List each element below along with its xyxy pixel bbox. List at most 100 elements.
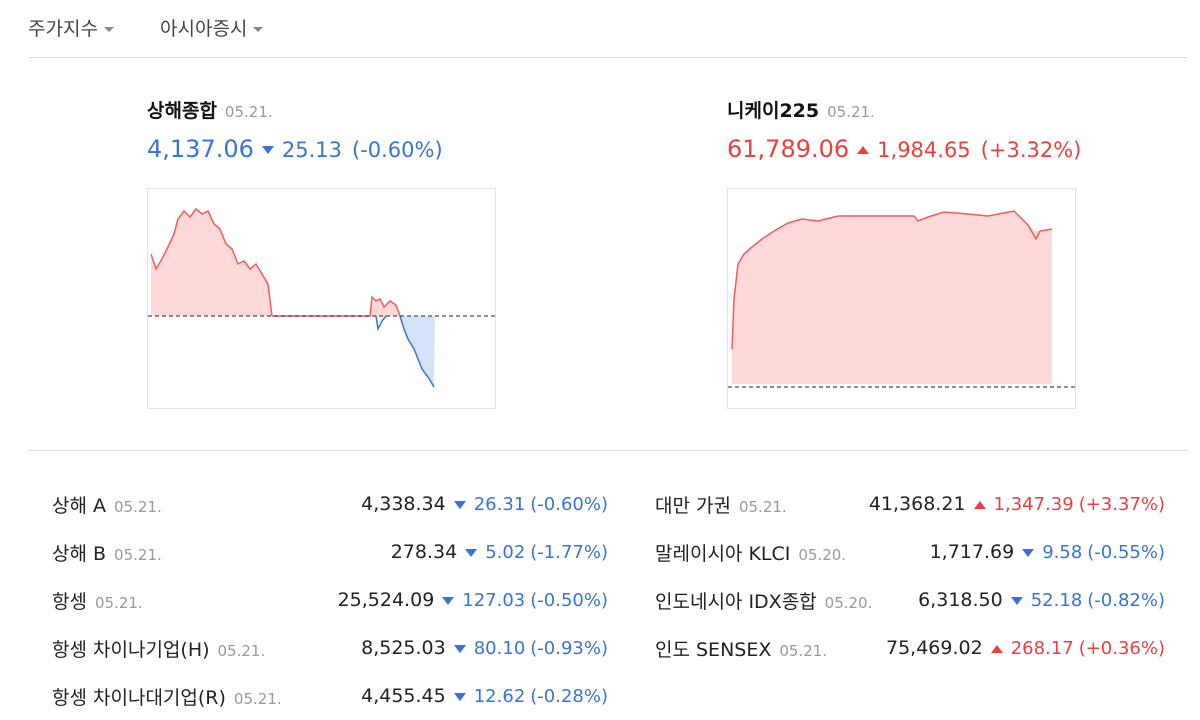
- row-label: 항셍 05.21.: [52, 587, 338, 614]
- index-name: 상해종합: [147, 100, 217, 122]
- index-row[interactable]: 항셍 05.21. 25,524.09 127.03 (-0.50%): [52, 585, 608, 615]
- change-group: 5.02 (-1.77%): [457, 541, 608, 563]
- change-percent: (-0.50%): [530, 590, 608, 611]
- index-row[interactable]: 상해 A 05.21. 4,338.34 26.31 (-0.60%): [52, 489, 608, 519]
- date: 05.21.: [114, 545, 162, 564]
- index-row[interactable]: 항셍 차이나기업(H) 05.21. 8,525.03 80.10 (-0.93%): [52, 633, 608, 663]
- date: 05.21.: [779, 641, 828, 660]
- arrow-up-icon: [857, 146, 870, 154]
- date: 05.21.: [114, 497, 162, 516]
- row-label: 상해 B 05.21.: [52, 539, 391, 566]
- change-group: 1,984.65 (+3.32%): [849, 135, 1081, 163]
- arrow-down-icon: [453, 500, 466, 509]
- divider: [28, 450, 1188, 451]
- index-value: 6,318.50: [918, 589, 1003, 611]
- change: 25.13: [281, 138, 342, 162]
- index-row[interactable]: 말레이시아 KLCI 05.20. 1,717.69 9.58 (-0.55%): [655, 537, 1165, 567]
- card-header: 상해종합 05.21.: [147, 96, 443, 123]
- row-label: 인도네시아 IDX종합 05.20.: [655, 587, 918, 614]
- change-percent: (-0.60%): [352, 138, 443, 162]
- card-header: 니케이225 05.21.: [727, 96, 1081, 123]
- arrow-down-icon: [261, 146, 274, 154]
- row-quote: 4,455.45 12.62 (-0.28%): [361, 685, 608, 707]
- divider: [28, 57, 1188, 58]
- row-quote: 1,717.69 9.58 (-0.55%): [930, 541, 1165, 563]
- index-value: 1,717.69: [929, 541, 1015, 563]
- arrow-down-icon: [1010, 596, 1023, 605]
- sparkline-box: [147, 188, 496, 409]
- change: 26.31: [473, 494, 526, 515]
- index-name: 상해 A: [52, 494, 106, 517]
- change-group: 12.62 (-0.28%): [446, 685, 608, 707]
- change-group: 127.03 (-0.50%): [434, 589, 608, 611]
- change-percent: (-0.60%): [530, 494, 608, 515]
- change-percent: (-0.28%): [530, 686, 608, 707]
- arrow-down-icon: [453, 644, 466, 653]
- arrow-down-icon: [1022, 548, 1035, 557]
- change: 1,984.65: [877, 138, 971, 162]
- index-value: 41,368.21: [868, 493, 966, 515]
- change: 52.18: [1030, 590, 1083, 611]
- date: 05.20.: [798, 545, 847, 564]
- index-card[interactable]: 니케이225 05.21. 61,789.06 1,984.65 (+3.32%): [727, 96, 1081, 163]
- row-label: 항셍 차이나대기업(R) 05.21.: [52, 683, 361, 710]
- change-group: 268.17 (+0.36%): [983, 637, 1165, 659]
- change-percent: (-0.82%): [1087, 590, 1165, 611]
- index-name: 대만 가권: [655, 494, 731, 517]
- change-percent: (-0.93%): [530, 638, 608, 659]
- nav-tab[interactable]: 주가지수: [28, 14, 114, 41]
- card-quote: 61,789.06 1,984.65 (+3.32%): [727, 135, 1081, 163]
- change-percent: (-0.55%): [1087, 542, 1165, 563]
- date: 05.21.: [738, 497, 787, 516]
- change-group: 80.10 (-0.93%): [446, 637, 608, 659]
- change-group: 52.18 (-0.82%): [1003, 589, 1165, 611]
- row-quote: 25,524.09 127.03 (-0.50%): [338, 589, 608, 611]
- row-quote: 75,469.02 268.17 (+0.36%): [886, 637, 1165, 659]
- arrow-up-icon: [990, 644, 1003, 653]
- row-label: 상해 A 05.21.: [52, 491, 361, 518]
- index-card[interactable]: 상해종합 05.21. 4,137.06 25.13 (-0.60%): [147, 96, 443, 163]
- change: 1,347.39: [993, 494, 1074, 515]
- date: 05.21.: [224, 103, 273, 121]
- row-label: 인도 SENSEX 05.21.: [655, 635, 886, 662]
- sparkline: [728, 210, 1075, 388]
- date: 05.21.: [217, 641, 266, 660]
- index-row[interactable]: 인도 SENSEX 05.21. 75,469.02 268.17 (+0.36%): [655, 633, 1165, 663]
- nav-tab[interactable]: 아시아증시: [160, 14, 263, 41]
- change-percent: (+0.36%): [1078, 638, 1165, 659]
- change-group: 26.31 (-0.60%): [446, 493, 608, 515]
- index-row[interactable]: 상해 B 05.21. 278.34 5.02 (-1.77%): [52, 537, 608, 567]
- arrow-down-icon: [453, 692, 466, 701]
- index-value: 25,524.09: [337, 589, 435, 611]
- change: 268.17: [1010, 638, 1074, 659]
- index-name: 말레이시아 KLCI: [655, 542, 791, 565]
- sparkline-box: [727, 188, 1076, 409]
- index-name: 항셍: [52, 590, 87, 613]
- index-row[interactable]: 인도네시아 IDX종합 05.20. 6,318.50 52.18 (-0.82%): [655, 585, 1165, 615]
- index-name: 니케이225: [727, 100, 820, 122]
- row-quote: 41,368.21 1,347.39 (+3.37%): [869, 493, 1165, 515]
- index-name: 항셍 차이나대기업(R): [52, 686, 226, 709]
- index-name: 항셍 차이나기업(H): [52, 638, 210, 661]
- row-quote: 4,338.34 26.31 (-0.60%): [361, 493, 608, 515]
- arrow-down-icon: [465, 548, 478, 557]
- change-group: 1,347.39 (+3.37%): [966, 493, 1165, 515]
- change: 12.62: [473, 686, 526, 707]
- index-row[interactable]: 대만 가권 05.21. 41,368.21 1,347.39 (+3.37%): [655, 489, 1165, 519]
- index-row[interactable]: 항셍 차이나대기업(R) 05.21. 4,455.45 12.62 (-0.28%): [52, 681, 608, 711]
- change: 9.58: [1042, 542, 1083, 563]
- index-value: 4,137.06: [147, 135, 254, 163]
- change-percent: (+3.32%): [980, 138, 1082, 162]
- row-label: 말레이시아 KLCI 05.20.: [655, 539, 930, 566]
- index-name: 상해 B: [52, 542, 107, 565]
- row-quote: 8,525.03 80.10 (-0.93%): [361, 637, 608, 659]
- arrow-up-icon: [973, 500, 986, 509]
- date: 05.21.: [233, 689, 282, 708]
- row-quote: 278.34 5.02 (-1.77%): [391, 541, 608, 563]
- card-quote: 4,137.06 25.13 (-0.60%): [147, 135, 443, 163]
- row-label: 항셍 차이나기업(H) 05.21.: [52, 635, 361, 662]
- index-value: 75,469.02: [886, 637, 983, 659]
- index-value: 4,338.34: [361, 493, 446, 515]
- row-quote: 6,318.50 52.18 (-0.82%): [918, 589, 1165, 611]
